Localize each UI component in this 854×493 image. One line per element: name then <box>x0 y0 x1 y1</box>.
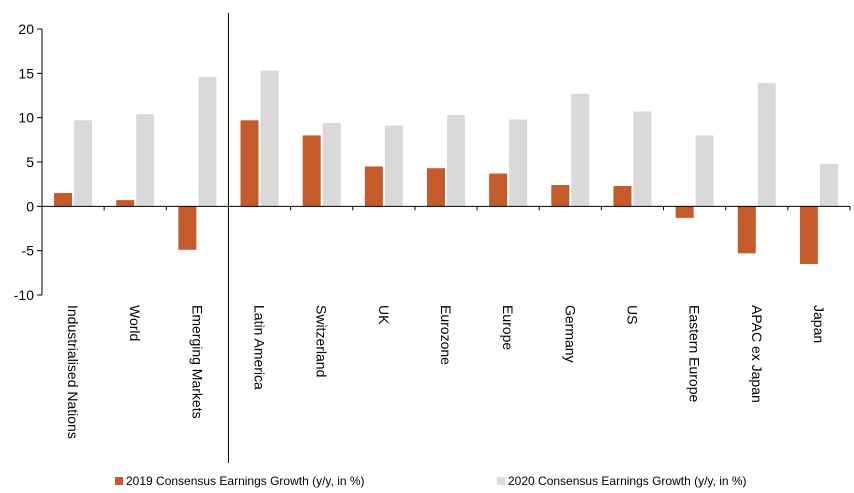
y-axis: -10 -5 0 5 10 15 20 <box>14 21 43 303</box>
category-label: Germany <box>562 305 578 363</box>
y-tick-label: 20 <box>18 21 34 37</box>
legend-swatch-2020 <box>497 477 505 485</box>
bar-2019 <box>427 168 445 207</box>
category-label: Europe <box>500 305 516 350</box>
category-label: Eurozone <box>438 305 454 365</box>
bar-2020 <box>447 115 465 207</box>
y-tick-label: 10 <box>18 110 34 126</box>
bar-2019 <box>178 206 197 250</box>
bar-2019 <box>489 173 508 207</box>
legend-label-2019: 2019 Consensus Earnings Growth (y/y, in … <box>126 474 365 488</box>
category-label: Japan <box>811 305 827 343</box>
category-label: Emerging Markets <box>189 305 205 419</box>
bar-2020 <box>757 83 776 207</box>
category-label: US <box>624 305 640 324</box>
legend-item-2020: 2020 Consensus Earnings Growth (y/y, in … <box>497 474 747 488</box>
bar-2020 <box>509 119 528 207</box>
bar-2019 <box>675 206 694 218</box>
bar-2019 <box>364 166 383 207</box>
category-label: Industrialised Nations <box>65 305 81 439</box>
bar-2019 <box>799 206 818 264</box>
bar-2020 <box>571 93 590 207</box>
bar-2019 <box>551 185 570 207</box>
category-label: UK <box>376 305 392 325</box>
x-axis <box>41 13 851 463</box>
bar-2019 <box>54 193 73 207</box>
y-tick-label: 5 <box>26 154 34 170</box>
bar-2019 <box>737 206 756 254</box>
bar-2020 <box>136 114 155 207</box>
category-label: APAC ex Japan <box>749 305 765 403</box>
bar-2019 <box>613 185 632 207</box>
bar-2020 <box>633 111 652 207</box>
bar-2020 <box>198 76 217 207</box>
bar-2020 <box>322 122 341 207</box>
legend-swatch-2019 <box>115 477 123 485</box>
legend: 2019 Consensus Earnings Growth (y/y, in … <box>0 474 854 492</box>
bar-2019 <box>240 120 259 207</box>
y-tick-label: 0 <box>26 198 34 214</box>
legend-label-2020: 2020 Consensus Earnings Growth (y/y, in … <box>508 474 747 488</box>
legend-item-2019: 2019 Consensus Earnings Growth (y/y, in … <box>115 474 365 488</box>
bars <box>54 70 838 264</box>
bar-2019 <box>302 135 321 207</box>
category-label: Eastern Europe <box>687 305 703 402</box>
bar-2019 <box>116 200 135 207</box>
category-label: Latin America <box>252 305 268 390</box>
y-tick-label: 15 <box>18 65 34 81</box>
bar-2020 <box>260 70 279 207</box>
y-tick-label: -5 <box>22 243 35 259</box>
y-tick-label: -10 <box>14 287 34 303</box>
bar-2020 <box>819 163 838 207</box>
category-label: Switzerland <box>314 305 330 377</box>
bar-2020 <box>695 135 714 207</box>
bar-2020 <box>74 120 93 207</box>
category-label: World <box>127 305 143 341</box>
bar-2020 <box>384 125 403 207</box>
bar-chart: -10 -5 0 5 10 15 20 Industrialised Nations Worl… <box>14 13 851 463</box>
category-labels: Industrialised Nations World Emerging Mark… <box>65 305 827 439</box>
